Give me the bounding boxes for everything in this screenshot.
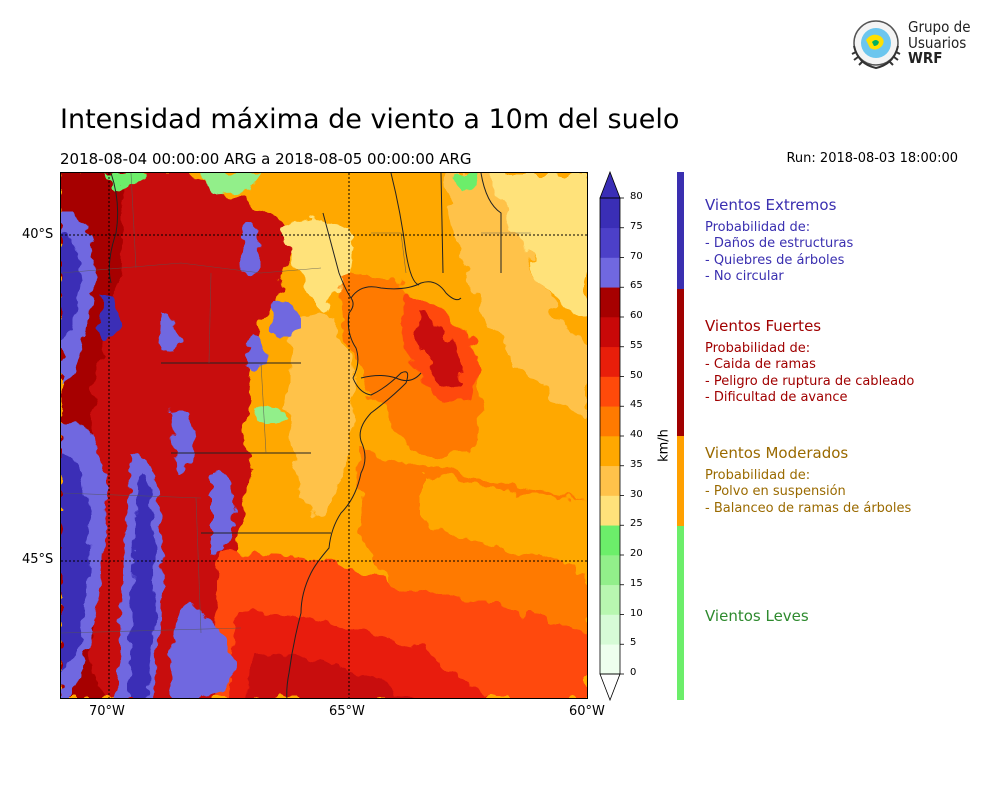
category-bar-extremos <box>677 172 684 289</box>
category-line: Probabilidad de: <box>705 468 811 483</box>
colorbar-tick-label: 20 <box>630 548 643 559</box>
colorbar-tick-label: 35 <box>630 458 643 470</box>
category-title: Vientos Moderados <box>705 444 849 462</box>
run-label: Run: 2018-08-03 18:00:00 <box>786 151 958 166</box>
colorbar-tick-label: 0 <box>630 667 637 678</box>
category-line: - Polvo en suspensión <box>705 484 846 500</box>
category-title: Vientos Leves <box>705 607 809 625</box>
lon-label-70w: 70°W <box>89 704 125 719</box>
category-line: - Quiebres de árboles <box>705 252 845 268</box>
category-extremos: Vientos Extremos Probabilidad de: - Daño… <box>705 196 853 285</box>
colorbar-tick-label: 10 <box>630 607 643 619</box>
colorbar-bin <box>600 436 620 467</box>
colorbar-under-arrow <box>599 673 621 702</box>
globe-icon <box>851 20 901 70</box>
period-label: 2018-08-04 00:00:00 ARG a 2018-08-05 00:… <box>60 150 472 168</box>
colorbar-tick-label: 60 <box>630 310 643 321</box>
colorbar-tick-label: 45 <box>630 399 643 411</box>
colorbar-tick-label: 15 <box>630 577 643 589</box>
colorbar-bin <box>600 376 620 407</box>
logo-text-3: WRF <box>908 49 943 67</box>
colorbar-bin <box>600 555 620 586</box>
category-line: - Balanceo de ramas de árboles <box>705 500 912 516</box>
category-title: Vientos Fuertes <box>705 317 822 335</box>
category-bar-fuertes <box>677 289 684 436</box>
colorbar-bin <box>600 525 620 556</box>
colorbar-bin <box>600 287 620 318</box>
category-line: - Daños de estructuras <box>705 236 854 252</box>
wind-map <box>60 172 588 699</box>
colorbar-tick-label: 55 <box>630 339 643 351</box>
wrf-logo: Grupo de Usuarios WRF <box>848 16 978 72</box>
chart-title: Intensidad máxima de viento a 10m del su… <box>60 104 680 135</box>
category-leves: Vientos Leves <box>705 607 809 625</box>
colorbar-bin <box>600 406 620 437</box>
colorbar-over-arrow <box>599 170 621 199</box>
lon-label-60w: 60°W <box>569 704 605 719</box>
logo-text-1: Grupo de <box>908 18 971 36</box>
colorbar-tick-label: 30 <box>630 488 643 500</box>
wind-field <box>61 173 587 698</box>
category-line: - Peligro de ruptura de cableado <box>705 373 915 389</box>
colorbar-tick-label: 40 <box>630 429 643 440</box>
colorbar-tick-label: 25 <box>630 518 643 530</box>
colorbar-tick-label: 50 <box>630 369 643 381</box>
category-moderados: Vientos Moderados Probabilidad de: - Pol… <box>705 444 911 517</box>
category-description: Probabilidad de: - Daños de estructuras … <box>705 220 853 285</box>
category-line: Probabilidad de: <box>705 341 811 356</box>
colorbar-bin <box>600 644 620 675</box>
colorbar-bin <box>600 495 620 526</box>
colorbar-unit: km/h <box>656 429 672 462</box>
colorbar-tick-label: 5 <box>630 637 637 649</box>
colorbar-bin <box>600 317 620 348</box>
category-description: Probabilidad de: - Polvo en suspensión -… <box>705 468 911 517</box>
colorbar-tick-label: 80 <box>630 191 643 202</box>
category-title: Vientos Extremos <box>705 196 837 214</box>
colorbar-bin <box>600 346 620 377</box>
lon-label-65w: 65°W <box>329 704 365 719</box>
category-line: Probabilidad de: <box>705 220 811 235</box>
category-line: - Caida de ramas <box>705 357 816 373</box>
colorbar-tick-label: 65 <box>630 280 643 292</box>
colorbar-bin <box>600 465 620 496</box>
category-line: - Dificultad de avance <box>705 389 848 405</box>
category-fuertes: Vientos Fuertes Probabilidad de: - Caida… <box>705 317 914 406</box>
lat-label-40s: 40°S <box>22 227 54 242</box>
category-description: Probabilidad de: - Caida de ramas - Peli… <box>705 341 914 406</box>
category-line: - No circular <box>705 268 784 284</box>
colorbar-tick-label: 70 <box>630 250 643 262</box>
colorbar-bin <box>600 198 620 229</box>
colorbar-tick-label: 75 <box>630 220 643 232</box>
logo-text-2: Usuarios <box>908 34 967 52</box>
category-bar <box>677 172 684 700</box>
colorbar <box>599 170 624 702</box>
lat-label-45s: 45°S <box>22 552 54 567</box>
colorbar-bin <box>600 257 620 288</box>
colorbar-bin <box>600 614 620 645</box>
category-bar-leves <box>677 526 684 700</box>
colorbar-bin <box>600 584 620 615</box>
category-bar-moderados <box>677 436 684 526</box>
colorbar-bin <box>600 227 620 258</box>
